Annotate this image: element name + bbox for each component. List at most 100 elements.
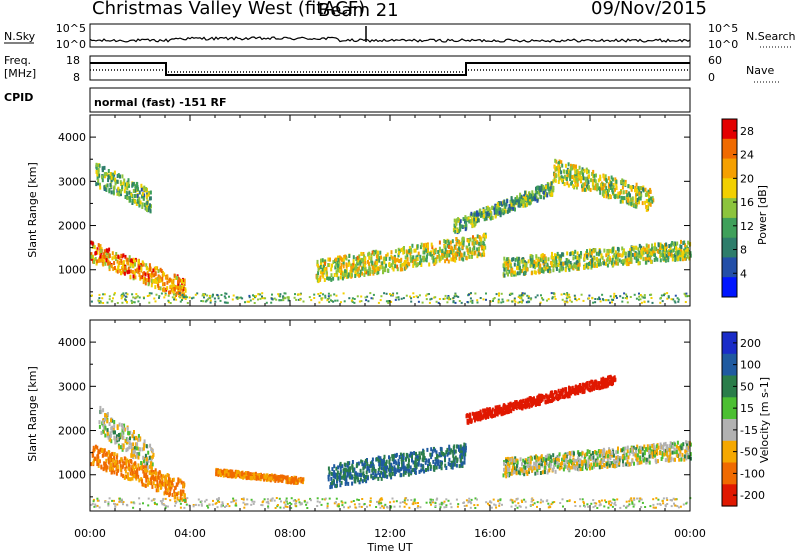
power-cell (576, 260, 579, 265)
velocity-cell (386, 465, 389, 470)
velocity-cell (453, 462, 456, 467)
power-cell (565, 177, 568, 181)
power-cell (634, 204, 637, 209)
power-cell (400, 257, 403, 262)
power-cell (319, 292, 322, 295)
power-cell (522, 201, 525, 206)
power-cell (496, 202, 499, 207)
power-cell (627, 253, 630, 258)
power-cell (519, 268, 522, 273)
power-cell (588, 185, 590, 190)
power-cell (209, 299, 212, 302)
power-cell (152, 273, 154, 278)
power-cell (457, 217, 460, 222)
velocity-cell (168, 480, 171, 485)
velocity-cell (459, 458, 462, 463)
power-cell (377, 301, 380, 304)
power-colorbar-tick-label: 28 (740, 125, 754, 138)
velocity-cell (98, 450, 101, 454)
velocity-cell (150, 481, 153, 486)
power-cell (666, 292, 669, 295)
velocity-cell (568, 385, 570, 390)
power-cell (373, 252, 376, 257)
velocity-cell (123, 475, 126, 480)
power-cell (520, 300, 523, 303)
power-cell (114, 177, 117, 182)
power-cell (113, 266, 116, 270)
power-cell (194, 293, 197, 296)
velocity-cell (113, 470, 116, 475)
velocity-cell (413, 467, 416, 472)
velocity-cell (183, 493, 186, 498)
power-cell (358, 273, 361, 278)
power-cell (614, 250, 617, 255)
power-cell (451, 239, 454, 244)
velocity-cell (110, 456, 112, 461)
velocity-cell (158, 470, 161, 475)
velocity-cell (553, 396, 556, 401)
power-cell (168, 290, 170, 295)
power-cell (99, 254, 102, 259)
power-cell (235, 296, 238, 299)
power-cell (615, 255, 617, 260)
power-cell (497, 212, 500, 216)
power-cell (351, 299, 354, 302)
velocity-cell (394, 467, 397, 472)
velocity-cell (556, 396, 558, 401)
power-cell (426, 293, 429, 296)
velocity-cell (377, 455, 380, 460)
power-cell (137, 187, 139, 192)
power-cell (344, 269, 346, 274)
power-cell (611, 257, 614, 262)
velocity-cell (107, 460, 110, 465)
velocity-cell (371, 468, 374, 473)
power-cell (572, 184, 575, 189)
velocity-cell (145, 474, 147, 479)
power-cell (139, 200, 142, 205)
velocity-cell (116, 436, 119, 441)
power-cell (582, 172, 584, 177)
velocity-cell (99, 405, 102, 410)
power-cell (580, 293, 583, 296)
power-cell (625, 297, 628, 300)
power-cell (334, 265, 337, 270)
power-cell (173, 273, 176, 278)
power-cell (530, 196, 533, 201)
power-cell (359, 269, 362, 274)
velocity-cell (435, 450, 438, 455)
velocity-cell (602, 383, 605, 388)
power-cell (504, 209, 507, 214)
power-cell (680, 239, 682, 244)
power-cell (634, 185, 637, 190)
power-cell (433, 260, 436, 265)
power-cell (423, 247, 426, 251)
power-cell (621, 259, 624, 264)
power-cell (594, 183, 597, 188)
power-cell (124, 295, 127, 298)
power-cell (657, 243, 660, 248)
power-cell (364, 267, 367, 272)
power-cell (120, 253, 123, 258)
power-cell (364, 261, 367, 265)
power-cell (117, 173, 120, 178)
power-cell (575, 299, 578, 302)
velocity-cell (142, 446, 145, 451)
power-cell (511, 300, 514, 303)
power-cell (360, 300, 363, 303)
velocity-cell (118, 437, 120, 442)
velocity-cell (104, 413, 107, 417)
power-cell (336, 273, 339, 278)
power-cell (374, 250, 377, 255)
power-cell (111, 256, 114, 261)
power-cell (629, 257, 632, 262)
velocity-cell (401, 453, 404, 458)
velocity-cell (341, 464, 344, 469)
velocity-cell (383, 454, 386, 459)
velocity-cell (151, 448, 154, 453)
power-cell (136, 198, 139, 203)
power-cell (471, 223, 474, 228)
velocity-cell (415, 454, 418, 459)
power-cell (583, 265, 586, 270)
velocity-cell (132, 450, 135, 455)
power-cell (507, 265, 510, 270)
